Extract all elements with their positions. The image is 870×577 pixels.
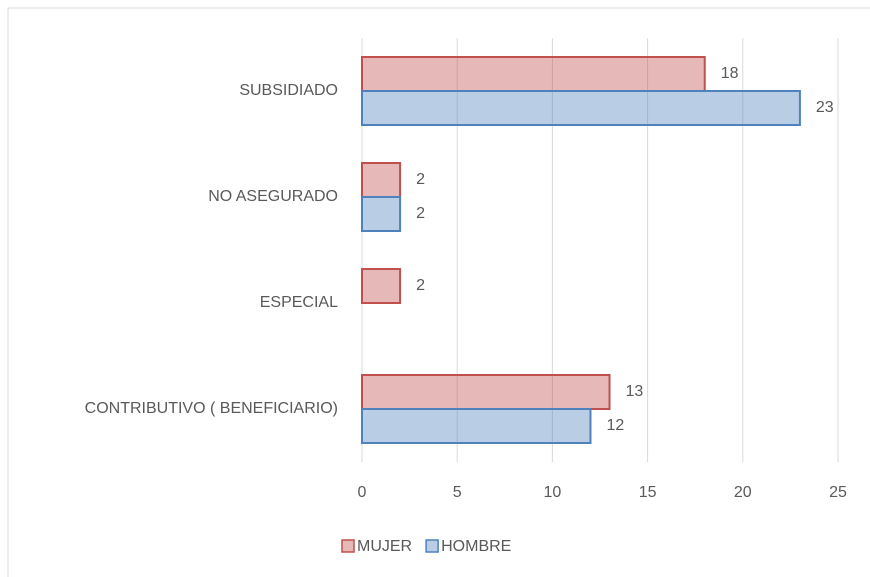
- y-tick-label: SUBSIDIADO: [239, 82, 338, 99]
- data-label: 2: [416, 171, 425, 188]
- legend-swatch: [425, 539, 439, 553]
- bar: [361, 56, 706, 92]
- legend-label: MUJER: [357, 538, 412, 555]
- x-tick-label: 0: [358, 484, 367, 501]
- bar: [361, 90, 801, 126]
- x-tick-label: 5: [453, 484, 462, 501]
- y-tick-label: NO ASEGURADO: [208, 188, 338, 205]
- y-tick-label: CONTRIBUTIVO ( BENEFICIARIO): [85, 400, 338, 417]
- y-tick-label: ESPECIAL: [260, 294, 338, 311]
- data-label: 23: [816, 99, 834, 116]
- data-label: 18: [721, 65, 739, 82]
- bar: [361, 374, 611, 410]
- x-tick-label: 20: [734, 484, 752, 501]
- bar: [361, 408, 592, 444]
- x-tick-label: 10: [544, 484, 562, 501]
- bar: [361, 268, 402, 304]
- x-tick-label: 15: [639, 484, 657, 501]
- data-label: 13: [626, 383, 644, 400]
- bar: [361, 196, 402, 232]
- legend-swatch: [341, 539, 355, 553]
- data-label: 12: [606, 417, 624, 434]
- chart-frame: [7, 7, 870, 577]
- bar: [361, 162, 402, 198]
- data-label: 2: [416, 205, 425, 222]
- legend-label: HOMBRE: [441, 538, 511, 555]
- data-label: 2: [416, 277, 425, 294]
- x-tick-label: 25: [829, 484, 847, 501]
